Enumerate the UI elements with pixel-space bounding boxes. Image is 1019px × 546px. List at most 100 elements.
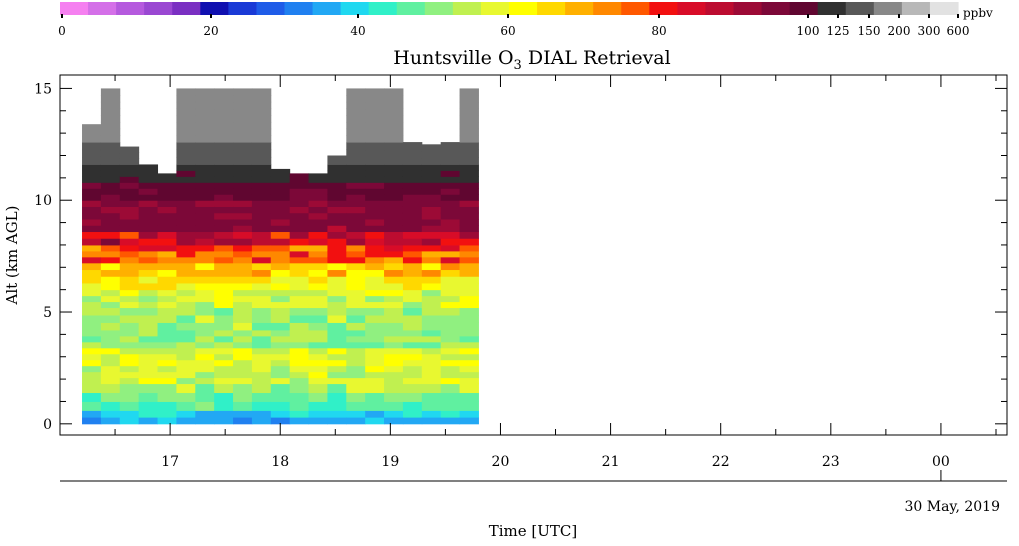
heatmap-cell (365, 176, 385, 183)
heatmap-cell (270, 200, 291, 207)
heatmap-cell (214, 244, 234, 252)
heatmap-cell (233, 365, 253, 373)
heatmap-cell (82, 206, 102, 214)
heatmap-cell (270, 175, 291, 183)
heatmap-cell (119, 392, 140, 402)
heatmap-cell (384, 176, 404, 183)
heatmap-cell (270, 417, 291, 425)
heatmap-cell (459, 244, 479, 252)
colorbar-ticks: 0 20 40 60 80 100 125 150 200 300 600 (58, 14, 969, 38)
heatmap-cell (214, 329, 234, 337)
heatmap-cell (421, 359, 442, 367)
heatmap-cell (100, 225, 121, 233)
heatmap-cell (308, 377, 328, 385)
heatmap-cell (233, 401, 253, 411)
heatmap-cell (233, 335, 253, 343)
heatmap-cell (82, 410, 102, 418)
heatmap-cell (289, 289, 310, 297)
heatmap-cell (308, 347, 328, 355)
heatmap-cell (384, 269, 404, 277)
heatmap-cell (270, 250, 291, 258)
heatmap-cell (440, 347, 461, 355)
heatmap-cell (346, 219, 366, 226)
heatmap-cell (270, 295, 291, 303)
heatmap-cell (100, 289, 121, 297)
heatmap-cell (308, 219, 328, 226)
heatmap-cell (327, 188, 347, 195)
heatmap-cell (100, 256, 121, 264)
heatmap-cell (251, 256, 272, 264)
heatmap-cell (100, 315, 121, 323)
heatmap-cell (251, 295, 272, 303)
heatmap-cell (82, 289, 102, 297)
heatmap-cell (289, 347, 310, 355)
heatmap-cell (365, 322, 385, 331)
heatmap-cell (402, 371, 423, 379)
heatmap-cell (365, 182, 385, 189)
colorbar-swatch (340, 2, 370, 15)
heatmap-cell (251, 417, 272, 425)
heatmap-cell (82, 359, 102, 367)
heatmap-cell (157, 371, 177, 379)
heatmap-cell (195, 142, 215, 151)
heatmap-cell (384, 335, 404, 343)
heatmap-cell (176, 170, 196, 177)
heatmap-cell (421, 238, 442, 246)
heatmap-cell (327, 383, 347, 394)
heatmap-cell (308, 231, 328, 239)
heatmap-cell (384, 347, 404, 355)
heatmap-cell (365, 115, 385, 123)
heatmap-cell (195, 365, 215, 373)
heatmap-cell (440, 307, 461, 316)
heatmap-cell (365, 347, 385, 355)
heatmap-cell (346, 301, 366, 309)
colorbar-unit: ppbv (963, 6, 993, 20)
heatmap-cell (365, 359, 385, 367)
colorbar-swatch (172, 2, 201, 15)
heatmap-cell (402, 417, 423, 425)
heatmap-cell (440, 250, 461, 258)
heatmap-cell (214, 156, 234, 165)
heatmap-cell (214, 315, 234, 323)
heatmap-cell (440, 359, 461, 367)
heatmap-cell (233, 256, 253, 264)
heatmap-cell (195, 322, 215, 331)
heatmap-cell (100, 347, 121, 355)
heatmap-cell (346, 417, 366, 425)
heatmap-cell (459, 88, 479, 96)
heatmap-cell (100, 383, 121, 394)
heatmap-cell (327, 329, 347, 337)
heatmap-cell (402, 315, 423, 323)
heatmap-cell (251, 212, 272, 220)
heatmap-cell (195, 219, 215, 226)
heatmap-cell (459, 164, 479, 171)
heatmap-cell (119, 315, 140, 323)
heatmap-cell (119, 219, 140, 226)
heatmap-cell (270, 188, 291, 195)
heatmap-cell (176, 238, 196, 246)
heatmap-cell (138, 182, 159, 189)
heatmap-cell (233, 392, 253, 402)
heatmap-cell (119, 295, 140, 303)
heatmap-cell (100, 128, 121, 136)
heatmap-cell (327, 341, 347, 349)
heatmap-cell (327, 289, 347, 297)
heatmap-cell (82, 212, 102, 220)
heatmap-cell (308, 322, 328, 331)
heatmap-cell (421, 231, 442, 239)
heatmap-cell (346, 341, 366, 349)
heatmap-cell (421, 417, 442, 425)
heatmap-cell (157, 238, 177, 246)
heatmap-cell (459, 121, 479, 130)
heatmap-cell (402, 295, 423, 303)
heatmap-cell (327, 359, 347, 367)
heatmap-cell (346, 128, 366, 136)
heatmap-cell (421, 225, 442, 233)
heatmap-cell (138, 322, 159, 331)
heatmap-cell (346, 307, 366, 316)
heatmap-cell (440, 392, 461, 402)
heatmap-cell (157, 315, 177, 323)
heatmap-cells (82, 88, 479, 425)
heatmap-cell (82, 335, 102, 343)
heatmap-cell (459, 238, 479, 246)
